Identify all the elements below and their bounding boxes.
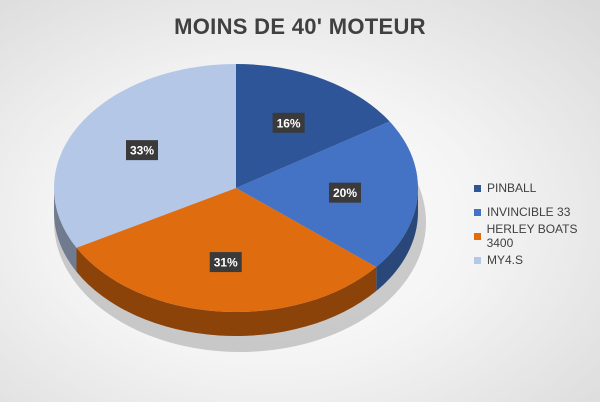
legend-label: INVINCIBLE 33	[487, 205, 571, 219]
legend-item: MY4.S	[474, 248, 600, 272]
data-label-1: 20%	[328, 182, 361, 203]
chart-title: MOINS DE 40' MOTEUR	[174, 14, 426, 39]
data-label-3: 33%	[126, 140, 159, 161]
data-label-box	[209, 252, 242, 273]
data-label-box	[272, 112, 305, 133]
legend-swatch	[474, 256, 481, 264]
pie-slice-side-3	[54, 188, 77, 272]
legend-item: HERLEY BOATS 3400	[474, 222, 600, 250]
data-label-text: 20%	[333, 186, 357, 200]
legend-item: INVINCIBLE 33	[474, 200, 600, 224]
legend: PINBALL INVINCIBLE 33 HERLEY BOATS 3400 MY4…	[474, 176, 600, 272]
pie-slice-1	[236, 121, 418, 268]
pie-slice-side-1	[376, 188, 418, 292]
legend-label: HERLEY BOATS 3400	[486, 222, 578, 250]
legend-swatch	[474, 184, 481, 192]
legend-label: MY4.S	[487, 253, 524, 267]
legend-label: PINBALL	[487, 181, 537, 195]
data-label-box	[126, 140, 159, 161]
data-label-text: 33%	[130, 144, 154, 158]
data-label-text: 16%	[277, 116, 301, 130]
data-label-0: 16%	[272, 112, 305, 133]
data-label-box	[328, 182, 361, 203]
legend-item: PINBALL	[474, 176, 600, 200]
pie-slice-side-2	[76, 247, 377, 336]
legend-swatch	[474, 232, 481, 240]
legend-swatch	[474, 208, 481, 216]
data-label-text: 31%	[214, 256, 238, 270]
data-label-2: 31%	[209, 252, 242, 273]
pie-slice-2	[76, 188, 377, 313]
pie-slice-0	[236, 64, 390, 188]
